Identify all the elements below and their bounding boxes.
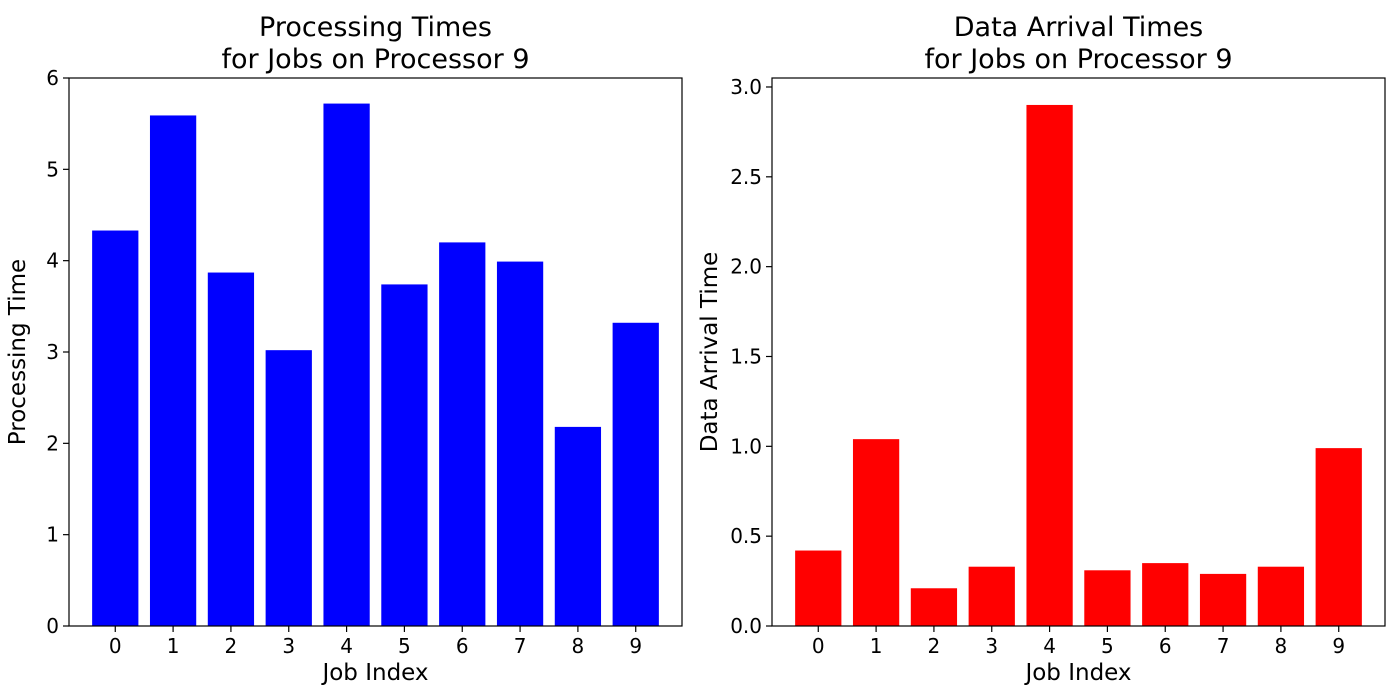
x-tick-label: 1 <box>167 634 180 658</box>
bar-1 <box>852 439 900 626</box>
bar-9 <box>1315 448 1362 626</box>
x-tick-label: 7 <box>514 634 527 658</box>
x-tick-label: 7 <box>1217 634 1230 658</box>
bar-4 <box>323 103 370 626</box>
y-tick-label: 3.0 <box>730 75 762 99</box>
bar-3 <box>265 350 312 626</box>
y-tick-label: 2.5 <box>730 165 762 189</box>
y-axis-label: Data Arrival Time <box>697 252 723 453</box>
y-tick-label: 0.0 <box>730 614 762 638</box>
y-tick-label: 1.0 <box>730 434 762 458</box>
bar-0 <box>795 550 842 626</box>
x-tick-label: 5 <box>398 634 411 658</box>
y-tick-label: 1.5 <box>730 344 762 368</box>
chart-title-line-1: for Jobs on Processor 9 <box>222 44 530 75</box>
bar-2 <box>910 588 958 626</box>
x-axis-label: Job Index <box>320 660 428 686</box>
bar-9 <box>612 322 659 626</box>
bar-6 <box>439 242 486 626</box>
bar-3 <box>968 566 1015 626</box>
x-tick-label: 6 <box>1159 634 1172 658</box>
x-tick-label: 0 <box>812 634 825 658</box>
bar-2 <box>207 272 255 626</box>
y-tick-label: 4 <box>46 249 59 273</box>
x-tick-label: 4 <box>340 634 353 658</box>
bar-6 <box>1142 563 1189 626</box>
x-tick-label: 9 <box>1332 634 1345 658</box>
bar-7 <box>496 261 544 626</box>
y-tick-label: 3 <box>46 340 59 364</box>
x-tick-label: 3 <box>985 634 998 658</box>
x-tick-label: 1 <box>870 634 883 658</box>
x-tick-label: 4 <box>1043 634 1056 658</box>
x-tick-label: 5 <box>1101 634 1114 658</box>
y-tick-label: 2 <box>46 431 59 455</box>
bar-8 <box>554 426 602 626</box>
x-tick-label: 0 <box>109 634 122 658</box>
chart-title-line-0: Data Arrival Times <box>954 12 1204 43</box>
x-tick-label: 9 <box>629 634 642 658</box>
plot-frame <box>771 77 1386 627</box>
x-tick-label: 8 <box>572 634 585 658</box>
processing-times-chart: 0 1 2 3 4 5 6 0 1 2 3 4 5 6 7 8 9 Job Index Processing Tim… <box>5 12 683 686</box>
bar-1 <box>149 115 197 627</box>
data-arrival-times-chart: 0.0 0.5 1.0 1.5 2.0 2.5 3.0 0 1 2 3 4 5 6 7 8 9 Job Index… <box>697 12 1386 686</box>
chart-title-line-1: for Jobs on Processor 9 <box>925 44 1233 75</box>
x-tick-label: 2 <box>225 634 238 658</box>
chart-title-line-0: Processing Times <box>259 12 492 43</box>
x-tick-label: 6 <box>456 634 469 658</box>
bar-7 <box>1199 573 1247 626</box>
bar-5 <box>1084 570 1131 626</box>
y-axis-label: Processing Time <box>5 259 31 445</box>
bar-5 <box>381 284 428 626</box>
y-tick-label: 5 <box>46 157 59 181</box>
bar-0 <box>92 230 139 626</box>
y-tick-label: 0.5 <box>730 524 762 548</box>
bar-4 <box>1026 104 1073 627</box>
y-tick-label: 0 <box>46 614 59 638</box>
bar-8 <box>1257 566 1305 626</box>
x-axis-label: Job Index <box>1023 660 1131 686</box>
y-tick-label: 1 <box>46 523 59 547</box>
x-tick-label: 2 <box>928 634 941 658</box>
y-tick-label: 6 <box>46 66 59 90</box>
y-tick-label: 2.0 <box>730 255 762 279</box>
x-tick-label: 8 <box>1275 634 1288 658</box>
x-tick-label: 3 <box>282 634 295 658</box>
